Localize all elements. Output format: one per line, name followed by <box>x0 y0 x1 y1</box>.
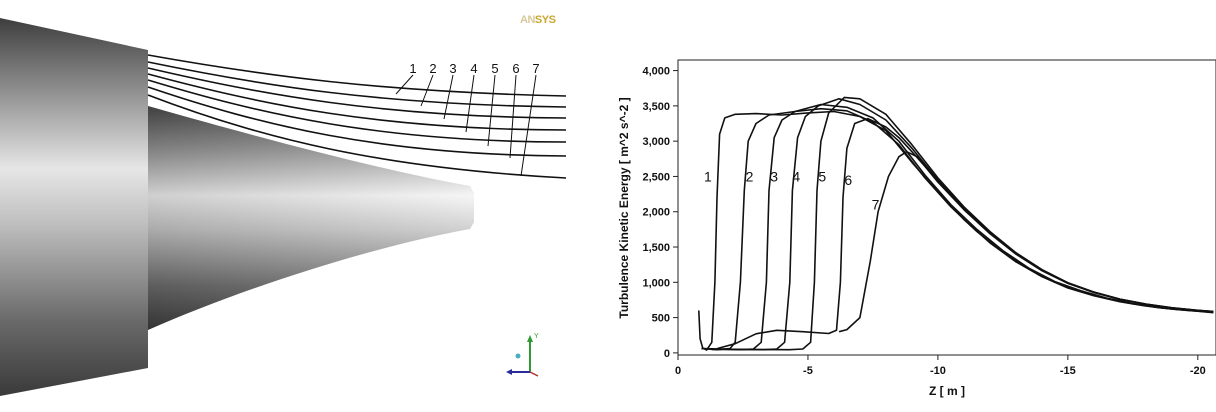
x-tick-label: -20 <box>1190 365 1206 377</box>
tke-chart: 05001,0001,5002,0002,5003,0003,5004,000 … <box>617 59 1216 398</box>
streamline-label-1: 1 <box>409 61 416 76</box>
ansys-logo: ANSYS <box>520 14 556 26</box>
y-tick-label: 2,500 <box>642 171 670 183</box>
x-tick-label: -15 <box>1060 365 1076 377</box>
series-line-7 <box>838 150 1214 333</box>
y-tick-label: 1,500 <box>642 242 670 254</box>
streamline-7 <box>147 94 567 179</box>
streamline-3 <box>147 67 567 119</box>
y-tick-label: 1,000 <box>642 277 670 289</box>
curve-label-7: 7 <box>872 197 880 213</box>
curve-label-6: 6 <box>844 172 852 188</box>
streamline-label-6: 6 <box>512 61 519 76</box>
series-line-3 <box>703 103 1214 351</box>
curve-label-3: 3 <box>770 168 778 184</box>
tke-chart-panel: 0 500 1,000 1,500 2,000 2,500 3,000 3,500 4,000 … <box>600 40 1216 407</box>
y-tick-label: 0 <box>664 348 670 360</box>
curve-label-2: 2 <box>746 168 754 184</box>
streamline-label-3: 3 <box>449 61 456 76</box>
streamline-1 <box>147 54 567 97</box>
y-tick-label: 3,000 <box>642 136 670 148</box>
y-tick-label: 3,500 <box>642 101 670 113</box>
x-tick-label: 0 <box>675 365 681 377</box>
streamline-6 <box>147 86 567 157</box>
series-line-2 <box>701 107 1214 351</box>
y-axis: 0 500 1,000 1,500 2,000 2,500 3,000 3,500 4,000 <box>642 66 678 360</box>
axis-triad-label: Y <box>534 333 539 340</box>
cfd-render: 1 2 3 4 5 6 7 Y <box>0 18 567 396</box>
x-axis: 0 -5 -10 -15 -20 <box>675 355 1206 377</box>
curve-labels: 1 2 3 4 5 6 7 <box>704 168 880 212</box>
y-tick-label: 4,000 <box>642 66 670 78</box>
x-tick-label: -5 <box>803 365 813 377</box>
streamlines <box>147 54 567 179</box>
streamline-label-7: 7 <box>532 61 539 76</box>
series-line-1 <box>698 110 1214 351</box>
curve-label-4: 4 <box>792 168 800 184</box>
y-axis-label: Turbulence Kinetic Energy [ m^2 s^-2 ] <box>617 97 631 318</box>
streamline-label-2: 2 <box>429 61 436 76</box>
series-layer <box>698 96 1214 351</box>
curve-label-5: 5 <box>818 168 826 184</box>
cfd-render-panel: 1 2 3 4 5 6 7 Y ANSYS <box>0 0 575 407</box>
streamline-labels: 1 2 3 4 5 6 7 <box>409 61 539 76</box>
cylinder-body <box>0 18 148 396</box>
y-tick-label: 2,000 <box>642 207 670 219</box>
y-tick-label: 500 <box>652 313 670 325</box>
streamline-label-5: 5 <box>491 61 498 76</box>
plot-frame <box>677 59 1216 356</box>
streamline-5 <box>147 79 567 143</box>
x-tick-label: -10 <box>930 365 946 377</box>
curve-label-1: 1 <box>704 168 712 184</box>
streamline-label-4: 4 <box>470 61 477 76</box>
series-line-4 <box>709 98 1214 351</box>
axis-triad-icon: Y <box>506 333 539 377</box>
streamline-2 <box>147 61 567 108</box>
x-axis-label: Z [ m ] <box>929 384 965 398</box>
streamline-leaders <box>395 74 537 177</box>
cone-shading <box>148 106 474 330</box>
streamline-4 <box>147 73 567 131</box>
